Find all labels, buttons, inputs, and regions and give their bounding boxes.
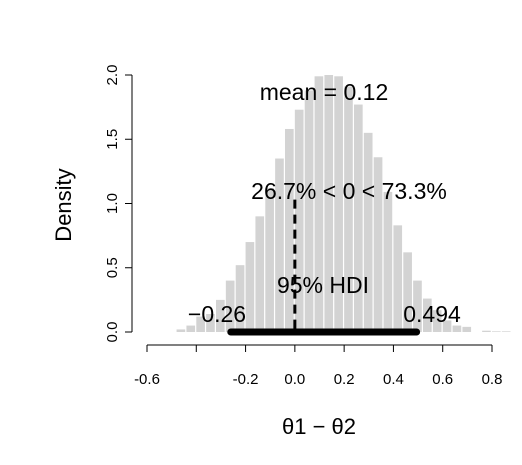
histogram-bar <box>314 76 324 332</box>
histogram-bar <box>482 330 491 332</box>
comparison-annotation: 26.7% < 0 < 73.3% <box>251 178 447 204</box>
histogram-bar <box>235 265 245 332</box>
histogram-bar <box>245 242 255 332</box>
histogram-bar <box>186 325 196 332</box>
x-tick-label: 0.6 <box>432 371 453 388</box>
x-tick-label: -0.2 <box>233 371 259 388</box>
y-tick-label: 1.0 <box>104 193 121 214</box>
histogram-bar <box>413 280 422 332</box>
histogram-bar <box>393 225 403 332</box>
y-tick-label: 0.5 <box>104 257 121 278</box>
hdi-high-label: 0.494 <box>403 301 461 327</box>
histogram-bar <box>383 191 393 332</box>
x-tick-label: 0.4 <box>383 371 404 388</box>
histogram-bar <box>373 157 383 332</box>
x-axis: -0.6 -0.2 0.0 0.2 0.4 0.6 0.8 <box>134 344 503 388</box>
histogram-bar <box>363 132 373 332</box>
histogram-bar <box>265 188 274 332</box>
hdi-low-label: −0.26 <box>188 301 246 327</box>
histogram-bar <box>255 216 265 332</box>
histogram-bar <box>225 280 235 332</box>
histogram-bar <box>324 75 334 332</box>
histogram-bar <box>442 320 452 332</box>
histogram-bar <box>462 326 472 332</box>
y-axis: 0.0 0.5 1.0 1.5 2.0 <box>104 65 133 343</box>
histogram-bar <box>196 316 205 332</box>
histogram-bar <box>206 314 215 332</box>
mean-annotation: mean = 0.12 <box>260 79 389 105</box>
histogram-bars <box>176 75 511 333</box>
y-axis-title: Density <box>51 168 76 241</box>
x-axis-title: θ1 − θ2 <box>282 414 356 439</box>
histogram-bar <box>176 329 186 332</box>
histogram-bar <box>334 76 343 332</box>
y-tick-label: 1.5 <box>104 129 121 150</box>
x-tick-label: 0.0 <box>284 371 305 388</box>
x-tick-label: 0.2 <box>334 371 355 388</box>
histogram-bar <box>492 331 501 332</box>
histogram-bar <box>285 128 294 332</box>
histogram-bar <box>423 298 432 332</box>
histogram-bar <box>216 299 225 332</box>
hdi-label: 95% HDI <box>277 272 369 298</box>
x-tick-label: -0.6 <box>134 371 160 388</box>
histogram-bar <box>294 109 304 332</box>
y-tick-label: 2.0 <box>104 65 121 86</box>
histogram-bar <box>432 310 442 332</box>
x-tick-label: 0.8 <box>482 371 503 388</box>
histogram-bar <box>452 325 462 332</box>
histogram-bar <box>275 158 284 332</box>
histogram-bar <box>344 86 353 332</box>
histogram-bar <box>501 331 511 332</box>
histogram-bar <box>403 252 412 332</box>
histogram-bar <box>354 104 363 333</box>
y-tick-label: 0.0 <box>104 322 121 343</box>
histogram-bar <box>304 90 314 332</box>
